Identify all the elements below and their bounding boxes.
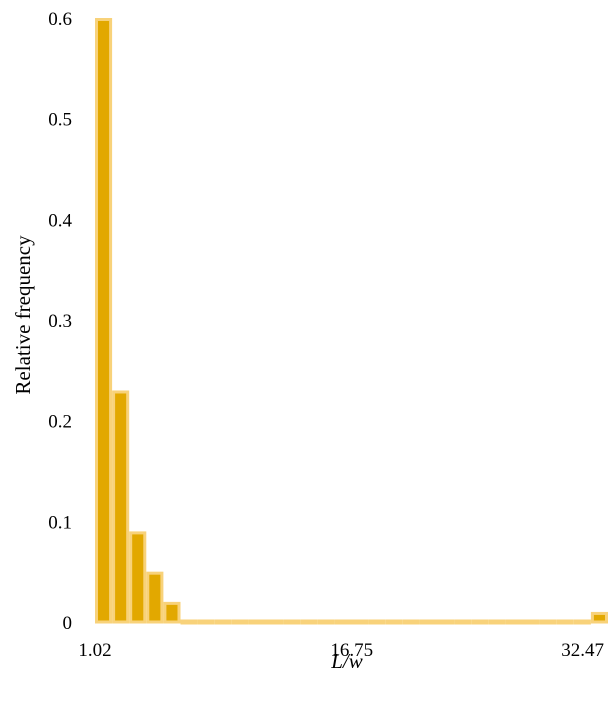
histogram-bar (505, 619, 523, 625)
histogram-bar (334, 619, 352, 625)
histogram-bar (112, 390, 130, 624)
x-tick-label: 16.75 (330, 640, 373, 661)
histogram-bar (437, 619, 455, 625)
y-tick-label: 0.1 (48, 512, 72, 533)
x-tick-label: 1.02 (78, 640, 111, 661)
histogram-bar (368, 619, 386, 625)
y-axis-title: Relative frequency (11, 235, 35, 395)
histogram-bar (539, 619, 557, 625)
histogram-bar (351, 619, 369, 625)
histogram-bar (266, 619, 284, 625)
histogram-bar (163, 601, 181, 624)
histogram-bar (146, 571, 164, 624)
x-tick-labels: 1.02 16.75 32.47 (78, 640, 604, 661)
histogram-bar (471, 619, 489, 625)
histogram-bar (214, 619, 232, 625)
histogram-bar (454, 619, 472, 625)
y-tick-label: 0.4 (48, 210, 72, 231)
histogram-bar (283, 619, 301, 625)
histogram-bar (590, 611, 609, 624)
histogram-bar (573, 619, 591, 625)
y-tick-label: 0 (63, 613, 73, 634)
histogram-bar (248, 619, 266, 625)
x-tick-label: 32.47 (561, 640, 604, 661)
histogram-bar (95, 18, 113, 624)
y-tick-label: 0.3 (48, 311, 72, 332)
y-tick-label: 0.2 (48, 412, 72, 433)
histogram-bar (317, 619, 335, 625)
histogram-bar (522, 619, 540, 625)
histogram-bar (385, 619, 403, 625)
y-tick-labels: 0 0.1 0.2 0.3 0.4 0.5 0.6 (48, 9, 72, 634)
y-tick-label: 0.5 (48, 110, 72, 131)
histogram-bar (180, 619, 198, 625)
y-tick-label: 0.6 (48, 9, 72, 30)
histogram-bar (419, 619, 437, 625)
histogram-bar (300, 619, 318, 625)
histogram-bar (129, 531, 147, 624)
histogram-bar (488, 619, 506, 625)
histogram-bar (231, 619, 249, 625)
bars-group (95, 18, 609, 625)
x-axis-title: L/w (330, 649, 363, 673)
histogram-bar (556, 619, 574, 625)
histogram-bar (402, 619, 420, 625)
histogram-bar (197, 619, 215, 625)
